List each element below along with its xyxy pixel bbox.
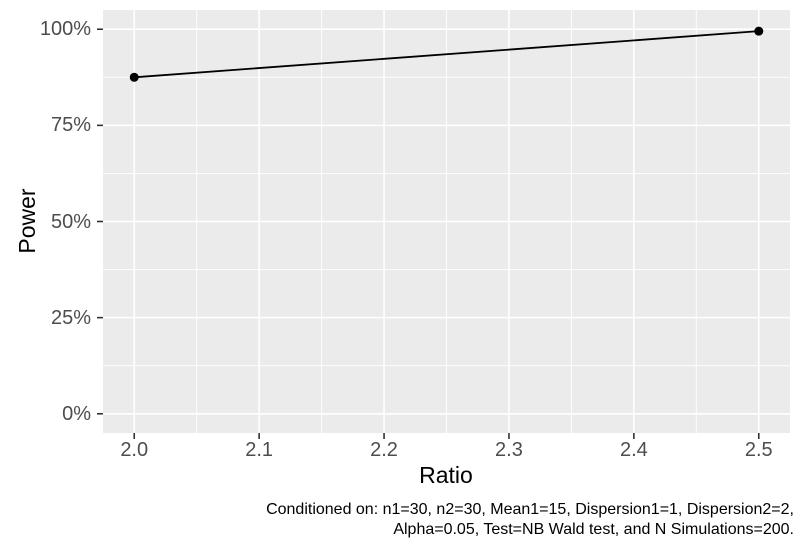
data-point [754, 26, 764, 36]
y-axis-title: Power [14, 188, 40, 254]
caption: Conditioned on: n1=30, n2=30, Mean1=15, … [266, 500, 794, 540]
x-axis-tick-label: 2.1 [245, 439, 274, 461]
y-axis-tick-label: 100% [39, 18, 91, 41]
x-axis-tick-label: 2.2 [370, 439, 398, 461]
y-axis-tick-label: 50% [50, 210, 91, 233]
data-point [129, 72, 139, 82]
series-line-power [134, 30, 759, 79]
x-axis-tick-label: 2.5 [744, 439, 773, 461]
caption-line-1: Conditioned on: n1=30, n2=30, Mean1=15, … [266, 501, 794, 518]
x-axis-title: Ratio [419, 462, 473, 488]
x-axis-tick-label: 2.4 [619, 439, 648, 461]
caption-line-2: Alpha=0.05, Test=NB Wald test, and N Sim… [393, 521, 794, 538]
y-axis-tick-label: 25% [50, 306, 91, 329]
y-axis-tick-label: 75% [50, 114, 91, 137]
x-axis-tick-label: 2.3 [495, 439, 523, 461]
y-axis-tick-label: 0% [62, 402, 91, 425]
x-axis-tick-label: 2.0 [120, 439, 149, 461]
